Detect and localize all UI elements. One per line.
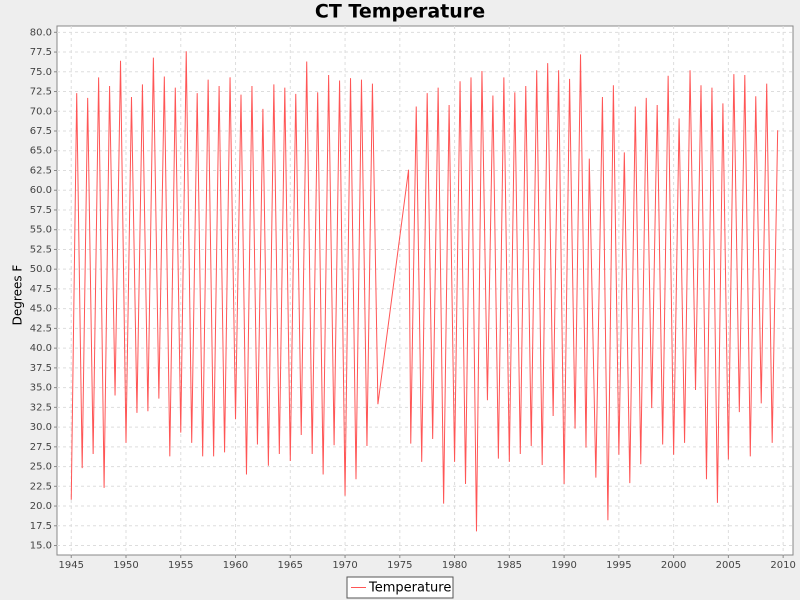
y-tick-label: 55.0 [30, 225, 52, 236]
y-tick-label: 67.5 [30, 126, 52, 137]
x-tick-label: 2005 [716, 560, 741, 571]
legend-label: Temperature [368, 581, 451, 596]
y-tick-label: 70.0 [30, 106, 52, 117]
x-tick-label: 2010 [770, 560, 795, 571]
x-tick-label: 1975 [387, 560, 412, 571]
y-tick-label: 42.5 [30, 323, 52, 334]
y-tick-label: 25.0 [30, 462, 52, 473]
x-tick-label: 1985 [497, 560, 522, 571]
x-tick-label: 1965 [278, 560, 303, 571]
x-tick-label: 1970 [332, 560, 357, 571]
y-tick-label: 80.0 [30, 27, 52, 38]
x-tick-label: 1945 [59, 560, 84, 571]
y-tick-label: 47.5 [30, 284, 52, 295]
y-tick-label: 72.5 [30, 87, 52, 98]
x-tick-label: 1995 [606, 560, 631, 571]
y-tick-label: 27.5 [30, 442, 52, 453]
y-tick-label: 30.0 [30, 422, 52, 433]
y-tick-label: 60.0 [30, 185, 52, 196]
x-tick-label: 1980 [442, 560, 467, 571]
x-tick-label: 1990 [551, 560, 576, 571]
y-tick-label: 57.5 [30, 205, 52, 216]
y-tick-label: 40.0 [30, 343, 52, 354]
y-tick-label: 50.0 [30, 264, 52, 275]
y-tick-label: 62.5 [30, 165, 52, 176]
y-tick-label: 77.5 [30, 47, 52, 58]
x-tick-label: 1960 [223, 560, 248, 571]
data-line [70, 51, 779, 532]
legend-box [346, 576, 454, 599]
x-tick-label: 1950 [113, 560, 138, 571]
y-tick-label: 37.5 [30, 363, 52, 374]
y-tick-label: 45.0 [30, 304, 52, 315]
y-tick-label: 22.5 [30, 481, 52, 492]
chart-title: CT Temperature [315, 1, 485, 23]
x-tick-label: 1955 [168, 560, 193, 571]
y-tick-label: 52.5 [30, 244, 52, 255]
y-tick-label: 75.0 [30, 67, 52, 78]
x-tick-label: 2000 [661, 560, 686, 571]
y-tick-label: 35.0 [30, 383, 52, 394]
y-tick-label: 17.5 [30, 521, 52, 532]
y-tick-label: 32.5 [30, 402, 52, 413]
y-axis-label: Degrees F [11, 265, 25, 326]
y-tick-label: 15.0 [30, 541, 52, 552]
y-tick-label: 20.0 [30, 501, 52, 512]
y-tick-label: 65.0 [30, 146, 52, 157]
